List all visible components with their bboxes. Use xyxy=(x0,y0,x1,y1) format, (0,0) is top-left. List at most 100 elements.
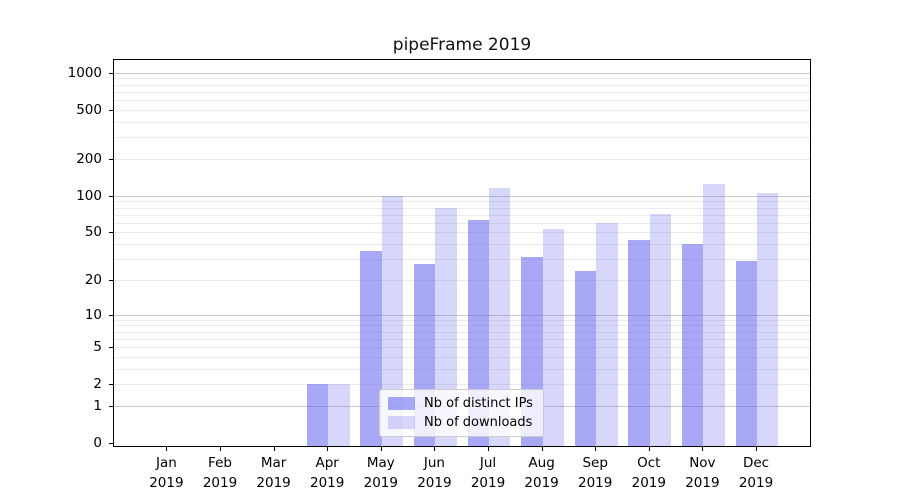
gridline-minor-50 xyxy=(114,232,810,234)
y-tick-mark-10 xyxy=(109,314,113,316)
y-axis: 0 1 2 5 10 20 50 100 200 500 1000 xyxy=(0,59,113,451)
x-tick-label-nov: Nov 2019 xyxy=(685,455,720,491)
bar-downloads-may xyxy=(381,195,404,446)
x-tick-label-jan: Jan 2019 xyxy=(149,455,184,491)
gridline-minor-2 xyxy=(114,384,810,386)
bar-distinct-ips-may xyxy=(360,251,382,446)
gridline-major-100 xyxy=(114,195,810,197)
x-tick-label-aug: Aug 2019 xyxy=(524,455,559,491)
gridline-minor-500 xyxy=(114,109,810,111)
x-tick-label-dec: Dec 2019 xyxy=(738,455,774,491)
x-tick-mark-may xyxy=(380,447,382,451)
x-tick-label-mar: Mar 2019 xyxy=(256,455,291,491)
legend-item-downloads: Nb of downloads xyxy=(388,415,533,430)
y-tick-label-0: 0 xyxy=(93,435,102,451)
gridline-major-10 xyxy=(114,314,810,316)
x-tick-label-jun: Jun 2019 xyxy=(417,455,452,491)
x-tick-mark-oct xyxy=(648,447,650,451)
gridline-minor-9 xyxy=(114,319,810,321)
gridline-minor-70 xyxy=(114,214,810,216)
x-tick-mark-feb xyxy=(220,447,221,451)
bar-distinct-ips-oct xyxy=(628,240,650,446)
gridline-major-1000 xyxy=(114,72,810,74)
x-tick-mark-jan xyxy=(166,447,168,451)
x-tick-mark-sep xyxy=(595,447,597,451)
bar-distinct-ips-dec xyxy=(735,260,757,446)
x-tick-label-jul: Jul 2019 xyxy=(470,455,506,491)
bar-downloads-sep xyxy=(596,222,618,446)
x-tick-label-may: May 2019 xyxy=(363,455,398,491)
gridline-minor-600 xyxy=(114,100,810,102)
gridline-minor-60 xyxy=(114,222,810,224)
x-tick-mark-aug xyxy=(541,447,543,451)
bar-downloads-oct xyxy=(649,213,672,446)
gridline-minor-30 xyxy=(114,259,810,260)
bar-distinct-ips-sep xyxy=(574,270,597,446)
y-tick-label-100: 100 xyxy=(76,187,102,204)
gridline-minor-8 xyxy=(114,325,810,327)
y-tick-mark-20 xyxy=(109,279,113,281)
gridline-minor-80 xyxy=(114,207,810,209)
y-tick-mark-100 xyxy=(109,195,113,197)
y-tick-label-5: 5 xyxy=(93,339,102,355)
x-tick-mark-apr xyxy=(327,447,329,451)
y-tick-mark-50 xyxy=(109,232,113,234)
y-tick-mark-1 xyxy=(109,405,113,407)
gridline-minor-20 xyxy=(114,279,810,281)
x-axis: Jan 2019 Feb 2019 Mar 2019 Apr 2019 May 2019… xyxy=(113,447,811,500)
y-tick-mark-0 xyxy=(109,443,113,444)
x-tick-label-sep: Sep 2019 xyxy=(578,455,613,491)
gridline-minor-90 xyxy=(114,201,810,203)
bar-downloads-jul xyxy=(489,188,511,446)
x-tick-mark-mar xyxy=(273,447,275,451)
gridline-minor-400 xyxy=(114,121,810,123)
bar-downloads-dec xyxy=(757,193,779,446)
x-tick-mark-nov xyxy=(702,447,704,451)
plot-area: Nb of distinct IPs Nb of downloads xyxy=(113,59,811,447)
gridline-minor-7 xyxy=(114,331,810,333)
gridline-minor-4 xyxy=(114,356,810,358)
y-tick-label-500: 500 xyxy=(76,101,102,118)
x-tick-mark-dec xyxy=(756,447,757,451)
x-tick-label-oct: Oct 2019 xyxy=(631,455,666,491)
x-tick-label-feb: Feb 2019 xyxy=(202,455,238,491)
gridline-minor-700 xyxy=(114,91,810,93)
gridline-minor-3 xyxy=(114,368,810,370)
y-tick-mark-2 xyxy=(109,384,113,386)
bar-downloads-apr xyxy=(328,384,350,446)
chart-title: pipeFrame 2019 xyxy=(392,35,532,55)
y-tick-label-1000: 1000 xyxy=(67,64,102,81)
y-tick-mark-5 xyxy=(109,347,113,348)
y-tick-label-200: 200 xyxy=(76,150,102,167)
bar-downloads-aug xyxy=(542,229,564,446)
gridline-minor-200 xyxy=(114,158,810,160)
gridline-minor-900 xyxy=(114,78,810,80)
y-tick-mark-500 xyxy=(109,109,113,111)
x-tick-mark-jul xyxy=(488,447,489,451)
gridline-minor-6 xyxy=(114,338,810,340)
legend-label-downloads: Nb of downloads xyxy=(424,415,533,430)
y-tick-label-20: 20 xyxy=(84,271,102,288)
y-tick-label-2: 2 xyxy=(93,376,102,393)
y-tick-label-1: 1 xyxy=(93,397,102,414)
x-tick-label-apr: Apr 2019 xyxy=(310,455,345,491)
bar-distinct-ips-nov xyxy=(682,244,704,446)
legend-swatch-downloads xyxy=(388,416,415,429)
gridline-minor-800 xyxy=(114,84,810,86)
bar-downloads-nov xyxy=(703,183,725,446)
legend-swatch-distinct-ips xyxy=(388,397,415,410)
legend: Nb of distinct IPs Nb of downloads xyxy=(379,389,544,437)
bar-distinct-ips-apr xyxy=(306,384,329,446)
gridline-minor-40 xyxy=(114,244,810,245)
x-tick-mark-jun xyxy=(434,447,436,451)
y-tick-label-50: 50 xyxy=(84,224,102,241)
legend-label-distinct-ips: Nb of distinct IPs xyxy=(424,396,533,411)
gridline-minor-5 xyxy=(114,347,810,348)
gridline-minor-300 xyxy=(114,137,810,139)
y-tick-mark-1000 xyxy=(109,72,113,74)
y-tick-label-10: 10 xyxy=(84,306,102,323)
y-tick-mark-200 xyxy=(109,158,113,160)
legend-item-distinct-ips: Nb of distinct IPs xyxy=(388,396,533,411)
bar-downloads-jun xyxy=(435,207,457,446)
